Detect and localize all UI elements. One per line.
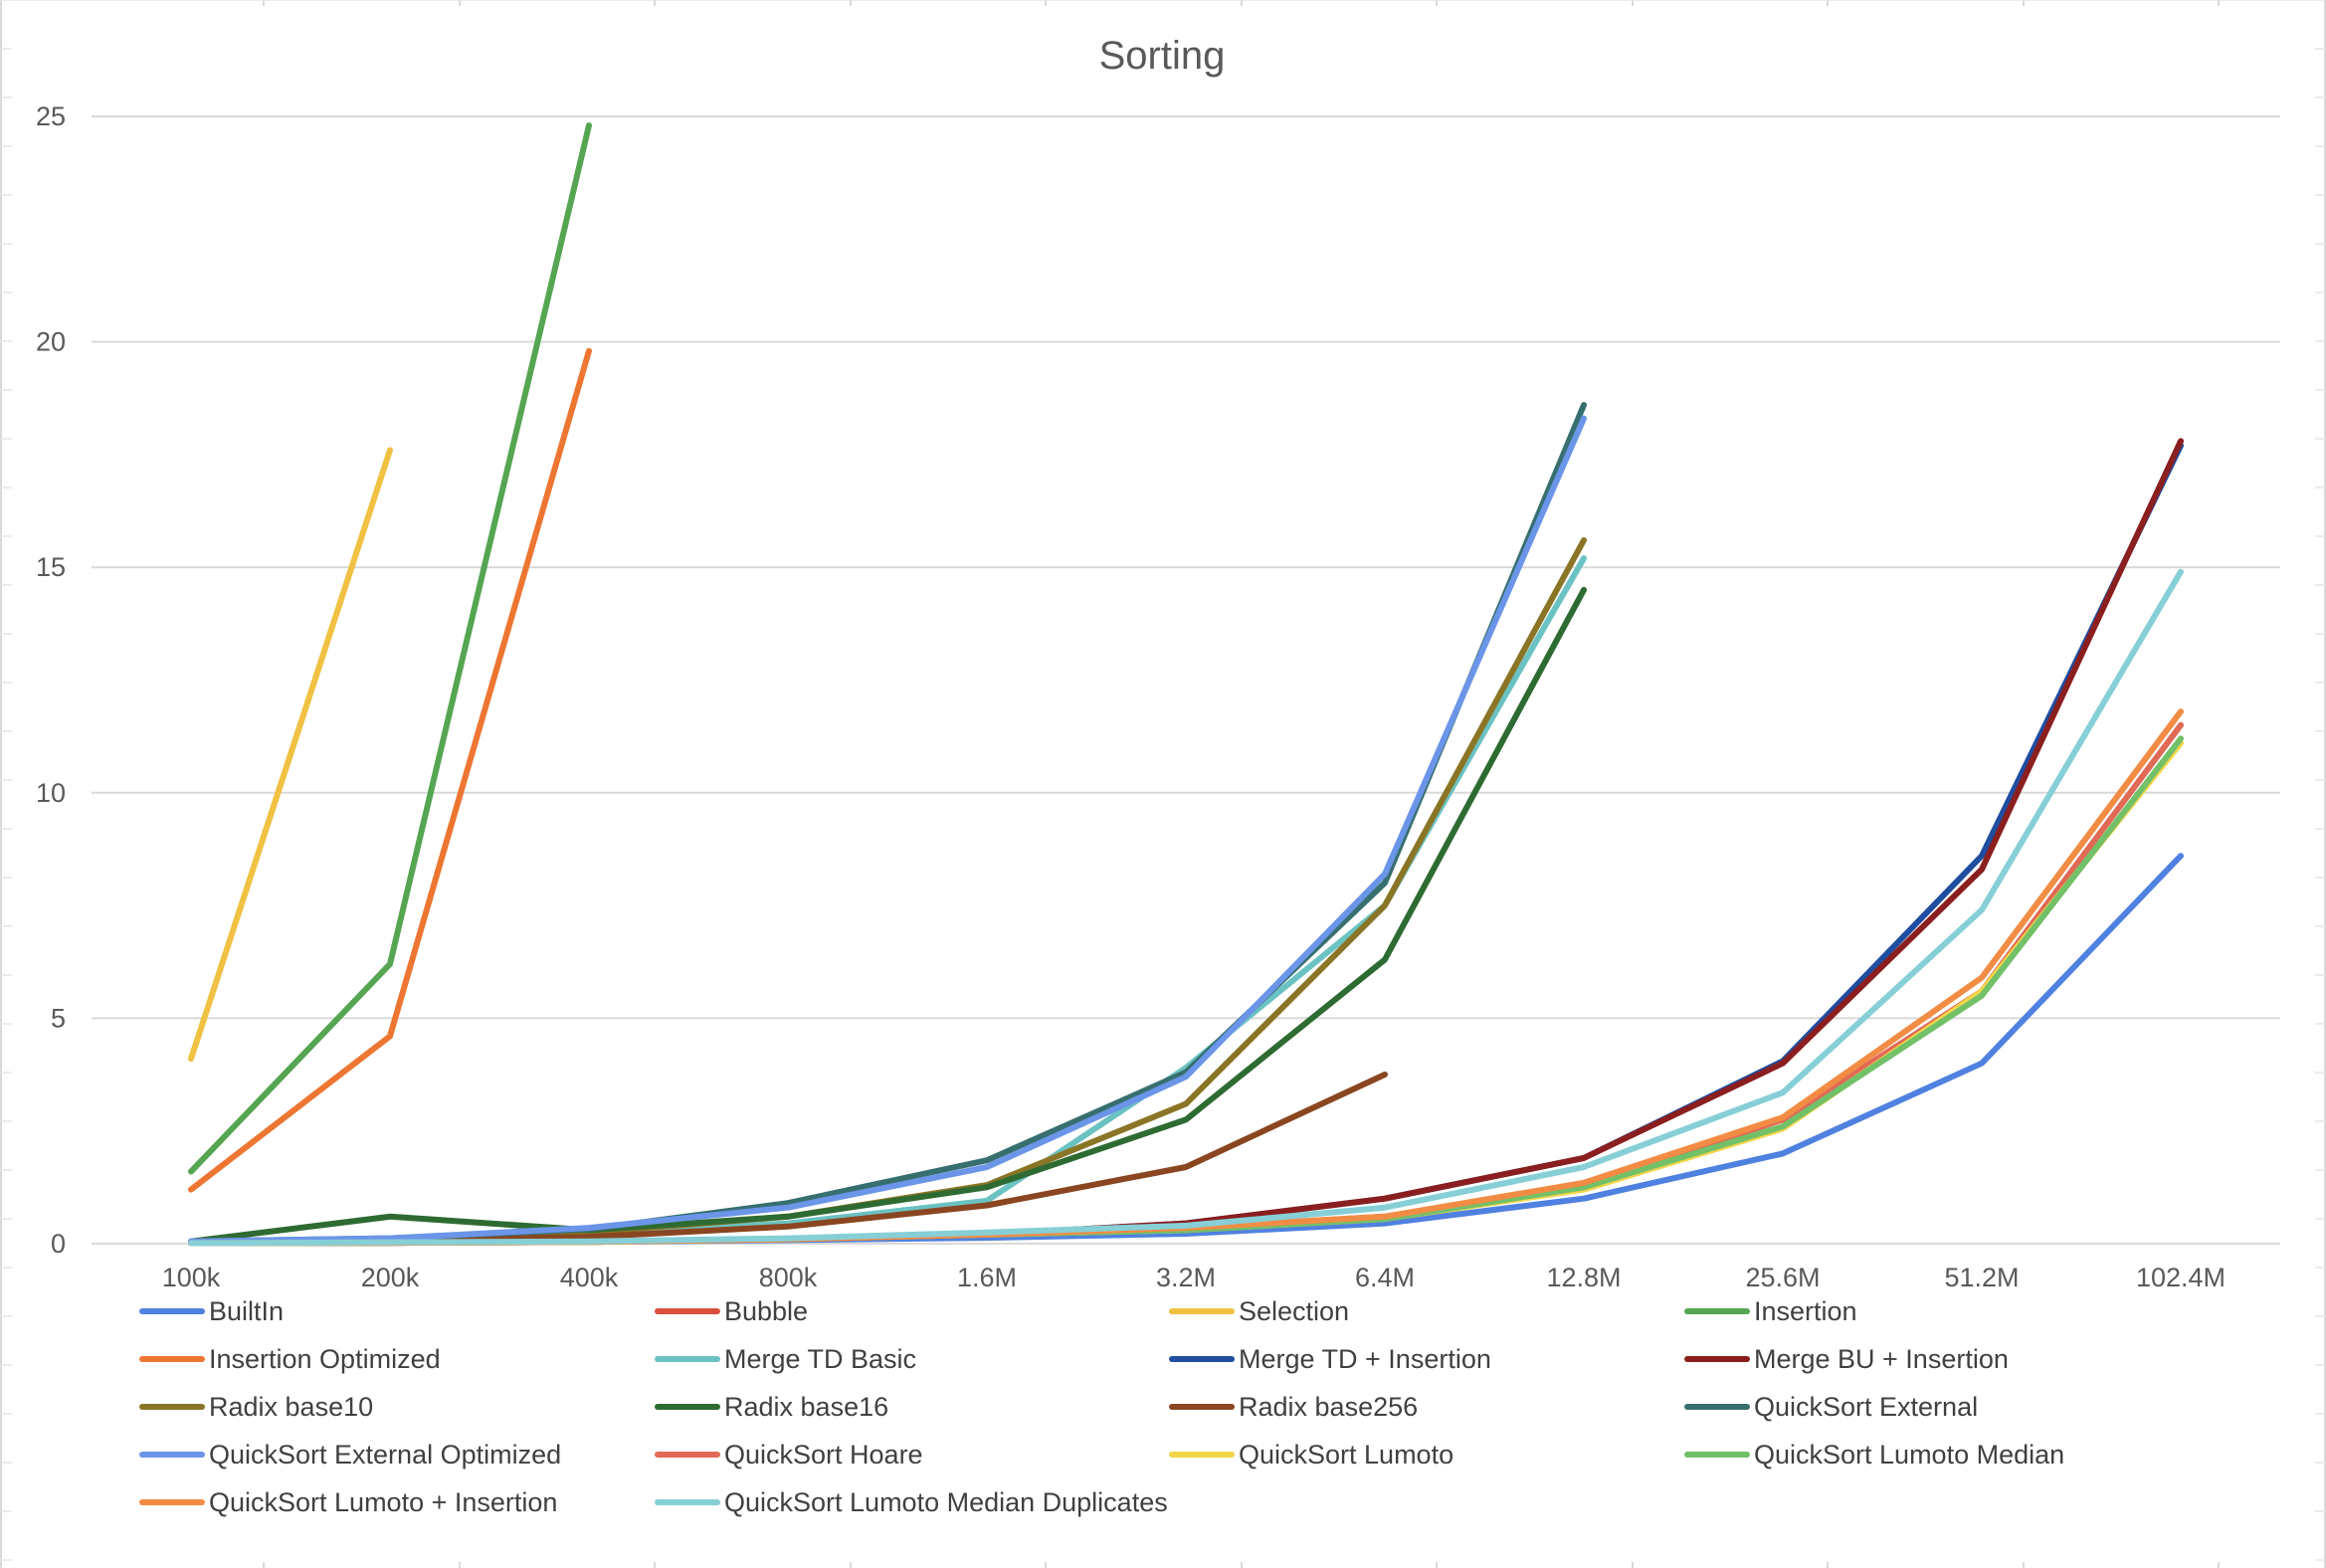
series-line-7 xyxy=(188,438,2184,1247)
series-line-5 xyxy=(188,555,1587,1246)
x-tick-label: 3.2M xyxy=(1156,1263,1216,1292)
y-tick-label: 0 xyxy=(51,1229,66,1259)
y-tick-labels: 0 5 10 15 20 25 xyxy=(36,101,66,1259)
series-line-9 xyxy=(188,586,1587,1245)
x-tick-label: 25.6M xyxy=(1745,1263,1820,1292)
x-tick-label: 100k xyxy=(162,1263,221,1292)
x-tick-label: 800k xyxy=(759,1263,818,1292)
y-tick-label: 25 xyxy=(36,101,66,131)
y-tick-label: 5 xyxy=(51,1003,66,1033)
x-tick-label: 200k xyxy=(361,1263,420,1292)
x-tick-label: 6.4M xyxy=(1355,1263,1415,1292)
chart-title: Sorting xyxy=(1099,34,1226,78)
y-tick-label: 15 xyxy=(36,552,66,582)
x-tick-labels: 100k 200k 400k 800k 1.6M 3.2M 6.4M 12.8M 25.6M 51… xyxy=(162,1263,2226,1292)
series-line-12 xyxy=(188,415,1587,1245)
series-line-4 xyxy=(188,347,592,1193)
series-line-16 xyxy=(188,708,2184,1247)
series-line-3 xyxy=(188,122,592,1175)
series-line-17 xyxy=(188,568,2184,1247)
series-line-6 xyxy=(188,442,2184,1247)
x-tick-label: 12.8M xyxy=(1546,1263,1621,1292)
series-line-2 xyxy=(188,447,393,1063)
x-tick-label: 51.2M xyxy=(1944,1263,2019,1292)
x-tick-label: 400k xyxy=(560,1263,619,1292)
y-tick-label: 10 xyxy=(36,778,66,808)
chart-area-background xyxy=(12,6,2315,1562)
series-line-11 xyxy=(188,402,1587,1245)
x-tick-label: 102.4M xyxy=(2136,1263,2226,1292)
series-lines xyxy=(188,122,2184,1247)
y-tick-label: 20 xyxy=(36,327,66,357)
x-tick-label: 1.6M xyxy=(957,1263,1017,1292)
